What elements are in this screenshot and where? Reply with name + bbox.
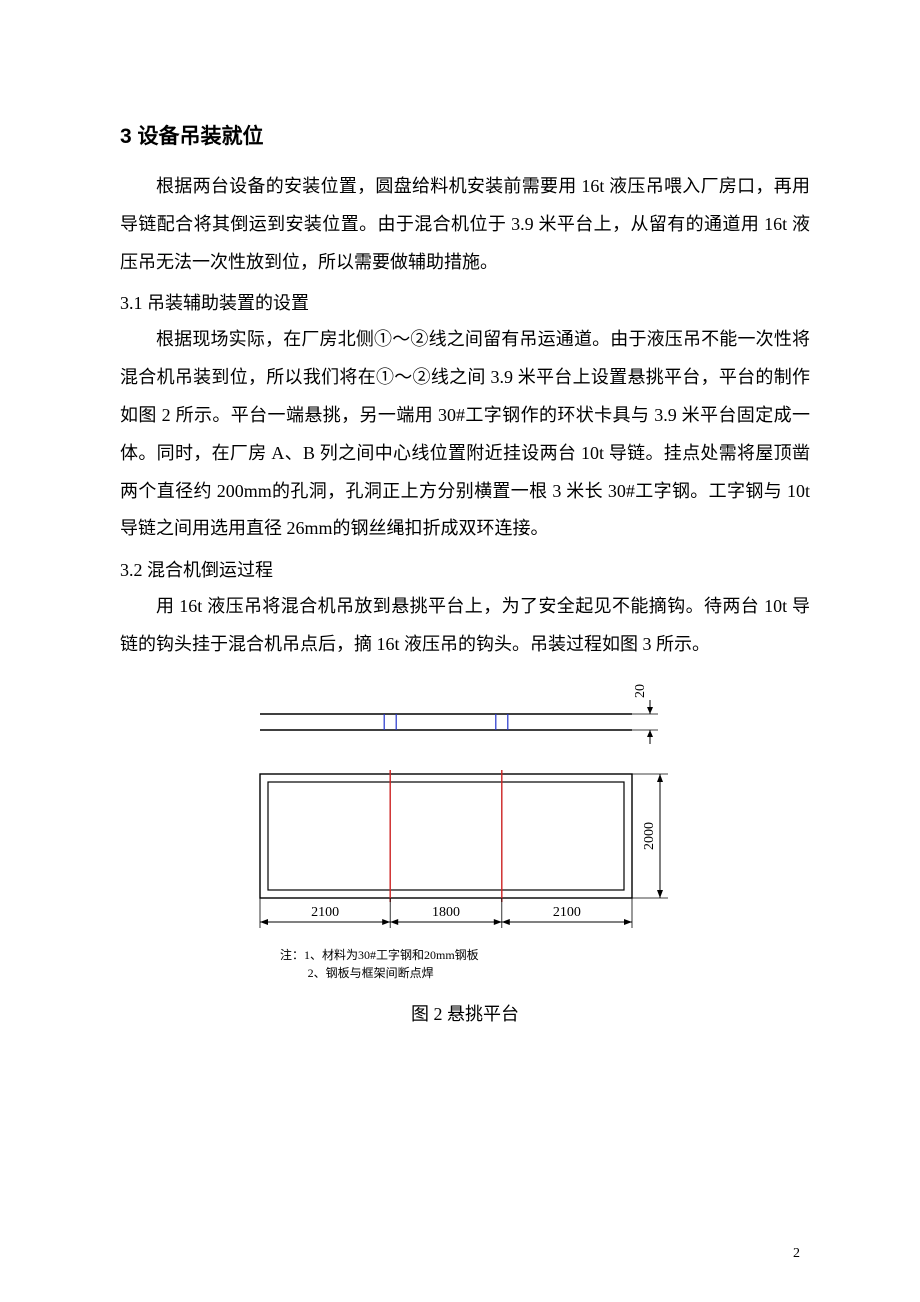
paragraph-3-2: 用 16t 液压吊将混合机吊放到悬挑平台上，为了安全起见不能摘钩。待两台 10t…: [120, 588, 810, 664]
svg-text:20: 20: [633, 684, 648, 698]
document-page: 3 设备吊装就位 根据两台设备的安装位置，圆盘给料机安装前需要用 16t 液压吊…: [0, 0, 920, 1302]
svg-text:2100: 2100: [553, 905, 581, 920]
figure-wrapper: 20 2000 2100 1800 2100 注：1、材料为30#工字钢和20mm钢板 …: [120, 678, 810, 1026]
svg-text:1800: 1800: [432, 905, 460, 920]
subheading-3-2: 3.2 混合机倒运过程: [120, 552, 810, 588]
figure-notes: 注：1、材料为30#工字钢和20mm钢板 2、钢板与框架间断点焊: [280, 946, 479, 982]
figure-note-1: 注：1、材料为30#工字钢和20mm钢板: [280, 946, 479, 964]
figure-caption: 图 2 悬挑平台: [411, 1000, 519, 1026]
paragraph-3-1: 根据现场实际，在厂房北侧①～②线之间留有吊运通道。由于液压吊不能一次性将混合机吊…: [120, 321, 810, 548]
section-heading: 3 设备吊装就位: [120, 120, 810, 150]
svg-text:2000: 2000: [642, 822, 657, 850]
page-number: 2: [793, 1246, 800, 1262]
svg-text:2100: 2100: [311, 905, 339, 920]
paragraph-intro: 根据两台设备的安装位置，圆盘给料机安装前需要用 16t 液压吊喂入厂房口，再用导…: [120, 168, 810, 281]
subheading-3-1: 3.1 吊装辅助装置的设置: [120, 285, 810, 321]
figure-diagram: 20 2000 2100 1800 2100: [250, 678, 680, 938]
figure-note-2: 2、钢板与框架间断点焊: [308, 964, 479, 982]
